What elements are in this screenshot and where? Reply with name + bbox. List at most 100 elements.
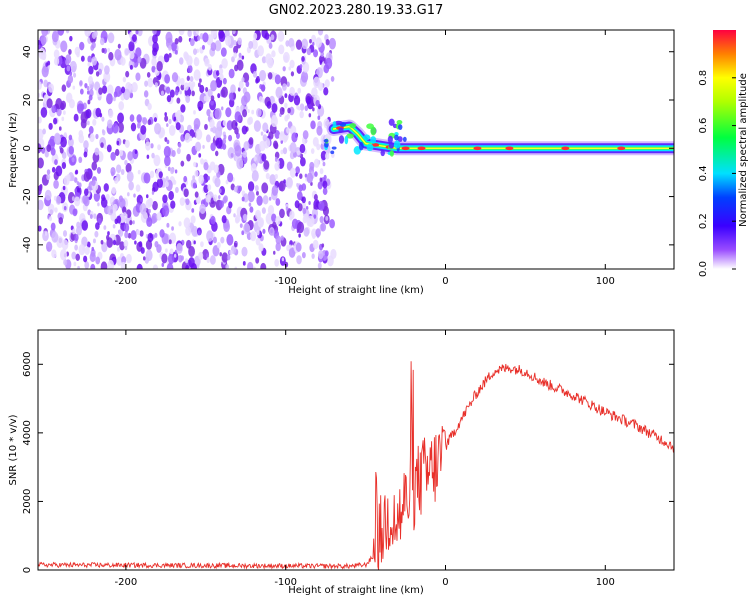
bottom-y-tick-label: 0 — [22, 567, 33, 573]
noise-blob — [251, 109, 255, 115]
noise-blob — [101, 129, 105, 134]
noise-blob — [59, 249, 67, 261]
noise-blob — [300, 71, 309, 83]
noise-blob — [212, 245, 220, 257]
noise-blob — [61, 116, 65, 122]
noise-blob — [248, 137, 254, 145]
noise-blob — [241, 230, 245, 236]
noise-blob — [255, 237, 261, 246]
noise-blob — [215, 150, 219, 157]
bottom-y-tick-label: 2000 — [22, 489, 33, 514]
noise-blob — [107, 231, 110, 236]
noise-blob — [174, 49, 178, 55]
noise-blob — [166, 262, 174, 269]
noise-blob — [202, 144, 205, 149]
noise-blob — [308, 201, 311, 205]
noise-blob — [71, 196, 75, 202]
noise-blob — [183, 217, 191, 229]
noise-blob — [100, 240, 104, 245]
noise-blob — [262, 228, 266, 234]
noise-blob — [125, 70, 130, 78]
colorbar-tick-label: 0.6 — [698, 118, 709, 134]
noise-blob — [207, 63, 212, 71]
noise-blob — [225, 107, 232, 118]
noise-blob — [97, 202, 100, 207]
noise-blob — [261, 182, 269, 194]
noise-blob — [226, 120, 233, 131]
noise-blob — [168, 45, 172, 51]
noise-blob — [189, 129, 195, 139]
noise-blob — [204, 57, 210, 67]
noise-blob — [135, 30, 139, 35]
signal-hotspot — [401, 146, 410, 151]
noise-blob — [60, 136, 67, 148]
noise-blob — [170, 200, 176, 209]
noise-blob — [274, 259, 280, 267]
noise-blob — [222, 196, 227, 204]
noise-blob — [258, 96, 263, 103]
noise-blob — [282, 66, 286, 72]
noise-blob — [65, 30, 70, 34]
noise-blob — [315, 228, 321, 238]
colorbar-tick-label: 0.4 — [698, 165, 709, 181]
top-x-tick-label: 100 — [596, 276, 615, 287]
noise-blob — [199, 84, 205, 94]
noise-blob — [221, 215, 227, 224]
noise-blob — [203, 161, 209, 171]
noise-blob — [125, 253, 132, 264]
noise-blob — [94, 230, 99, 238]
noise-blob — [219, 73, 224, 81]
noise-blob — [317, 181, 323, 190]
noise-blob — [78, 182, 82, 188]
noise-blob — [261, 153, 267, 162]
noise-blob — [206, 257, 211, 263]
noise-blob — [284, 102, 288, 109]
colorbar-ticks: 0.0 0.2 0.4 0.6 0.8 — [698, 70, 736, 277]
noise-blob — [248, 40, 254, 49]
snr-line — [38, 361, 674, 570]
noise-blob — [42, 128, 46, 135]
noise-blob — [128, 181, 134, 191]
noise-blob — [114, 49, 122, 61]
noise-blob — [204, 123, 208, 131]
noise-blob — [210, 142, 216, 152]
noise-blob — [202, 32, 209, 43]
bottom-x-tick-label: 0 — [442, 577, 448, 588]
noise-blob — [83, 171, 91, 182]
noise-blob — [170, 167, 175, 175]
noise-blob — [92, 238, 96, 244]
noise-blob — [71, 157, 75, 163]
noise-blob — [89, 133, 95, 143]
noise-blob — [278, 44, 285, 55]
noise-blob — [260, 131, 264, 136]
noise-blob — [88, 65, 94, 75]
noise-blob — [137, 56, 142, 64]
noise-blob — [320, 150, 327, 161]
noise-blob — [95, 71, 100, 77]
noise-blob — [322, 180, 328, 189]
noise-blob — [164, 112, 167, 117]
noise-blob — [273, 250, 276, 255]
noise-blob — [88, 94, 93, 101]
noise-blob — [258, 218, 264, 228]
noise-blob — [74, 244, 78, 251]
noise-blob — [303, 227, 310, 237]
noise-blob — [288, 37, 295, 48]
noise-blob — [286, 113, 290, 120]
noise-blob — [231, 56, 235, 63]
noise-blob — [129, 114, 135, 122]
noise-blob — [235, 122, 238, 127]
noise-blob — [160, 90, 165, 96]
noise-blob — [293, 151, 297, 158]
noise-blob — [74, 188, 77, 193]
noise-blob — [191, 225, 199, 237]
signal-fragment — [363, 134, 371, 141]
noise-blob — [297, 191, 303, 201]
noise-blob — [84, 82, 88, 89]
noise-blob — [38, 92, 41, 98]
noise-blob — [241, 77, 245, 83]
noise-blob — [243, 141, 250, 151]
noise-blob — [213, 194, 218, 202]
noise-blob — [311, 34, 317, 43]
